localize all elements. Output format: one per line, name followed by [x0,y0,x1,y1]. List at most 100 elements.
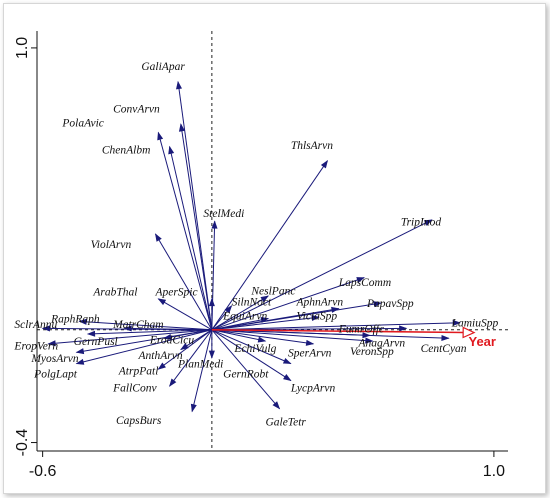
arrow-fallconv-shaft [169,329,213,387]
label-matrcham: MatrCham [112,319,163,331]
arrow-lamiuspp-shaft [211,322,461,331]
label-anagarvn: AnagArvn [358,337,406,349]
axes: -0.6 1.0 1.0 -0.4 [14,31,508,480]
arrow-tripinod-head [423,219,433,226]
year-arrow-head [462,326,476,339]
arrow-gernrobt-shaft [211,329,292,365]
arrow-eropvern-shaft [48,329,212,345]
arrow-papavspp-shaft [211,302,382,331]
arrow-sperarvn-head [305,339,315,346]
arrow-capsburs-head [190,403,197,413]
label-gernpusl: GernPusl [74,336,118,348]
arrow-gernrobt-head [282,357,292,364]
arrow-tripinod-shaft [211,219,433,331]
arrow-viciaspp-head [311,314,320,321]
label-violarvn: ViolArvn [91,239,132,251]
year-label: Year [469,334,496,349]
arrow-centcyan-head [441,334,450,342]
arrow-lapscomm-head [356,277,365,283]
label-raphraph: RaphRaph [50,314,100,326]
arrow-viciaspp-shaft [211,316,320,331]
arrow-planmedi-head [208,350,215,359]
species-labels: GaliApar ConvArvn PolaAvic ChenAlbm ThlsArvn… [13,61,498,428]
arrow-polglapt-shaft [76,329,212,365]
label-thlsarvn: ThlsArvn [291,140,333,152]
label-eropvern: EropVern [13,340,58,352]
arrow-silnnoct-head [224,305,233,314]
arrow-gernpusl-head [86,330,96,337]
x-tick-label-1-0: 1.0 [483,463,505,480]
arrow-galetetr-head [272,401,281,410]
arrow-arabthal-shaft [158,298,213,331]
arrow-thlsarvn-head [320,159,328,169]
label-sclrannu: SclrAnnu [14,319,57,331]
y-tick-label-1-0: 1.0 [14,37,31,59]
arrow-matrcham-shaft [124,327,212,331]
label-echivulg: EchiVulg [233,343,276,355]
arrow-stelmedi-head [211,220,218,229]
label-neslpanc: NeslPanc [250,285,295,297]
label-erodcicu: ErodCicu [149,335,195,347]
x-tick-label--0-6: -0.6 [29,463,57,480]
arrow-galiapar-shaft [177,81,213,330]
label-fallconv: FallConv [112,383,157,395]
label-centcyan: CentCyan [421,343,467,355]
species-arrows [41,80,461,413]
arrow-gernpusl-shaft [87,329,212,335]
arrow-galiapar-head [176,80,183,90]
arrow-arabthal-head [157,298,167,306]
biplot-chart: Year -0.6 1.0 1.0 -0.4 GaliApar ConvArvn Pola… [13,31,508,480]
label-viciaspp: ViciaSpp [296,311,337,323]
arrow-eropvern-head [47,340,56,347]
arrow-violarvn-shaft [155,233,213,331]
arrow-veronspp-head [365,337,374,344]
label-equiarvn: EquiArvn [222,311,267,323]
arrow-raphraph-head [78,318,87,325]
chart-frame: Year -0.6 1.0 1.0 -0.4 GaliApar ConvArvn Pola… [3,3,546,494]
label-polglapt: PolgLapt [33,368,78,380]
arrow-veronspp-shaft [211,329,373,342]
arrow-neslpanc-head [260,295,270,303]
arrow-atrppatl-shaft [157,329,213,370]
arrow-papavspp-head [373,301,382,308]
label-lapscomm: LapsComm [338,277,391,289]
label-capsburs: CapsBurs [116,415,162,427]
arrow-echivulg-head [257,336,267,343]
arrow-lycparvn-head [283,374,292,381]
arrow-lycparvn-shaft [211,329,292,381]
arrow-aperspic-head [208,297,215,307]
label-stelmedi: StelMedi [203,208,244,220]
arrow-convarvn-shaft [180,123,213,330]
label-galiapar: GaliApar [141,61,185,73]
arrow-centcyan-shaft [211,329,449,339]
label-planmedi: PlanMedi [177,359,223,371]
arrow-capsburs-shaft [191,329,213,412]
label-aperspic: AperSpic [154,287,197,299]
arrow-myosarvn-shaft [76,329,212,353]
label-galetetr: GaleTetr [265,416,306,428]
label-papavspp: PapavSpp [366,298,414,310]
label-antharvn: AnthArvn [138,350,183,362]
label-arabthal: ArabThal [92,287,137,299]
arrow-chenalbm-head [168,145,175,155]
arrow-sperarvn-shaft [211,329,314,345]
label-myosarvn: MyosArvn [30,353,79,365]
year-arrow-shaft [211,328,464,334]
arrow-galetetr-shaft [211,329,280,410]
label-convarvn: ConvArvn [113,104,160,116]
arrow-matrcham-head [123,325,132,332]
arrow-echivulg-shaft [211,329,266,342]
label-lycparvn: LycpArvn [290,383,336,395]
arrow-raphraph-shaft [79,320,212,331]
year-arrow-group: Year [211,326,496,349]
label-atrppatl: AtrpPatl [118,366,159,378]
arrow-polaavic-head [157,131,164,141]
arrow-lamiuspp-head [452,319,461,326]
label-gernrobt: GernRobt [223,368,269,380]
label-lamiuspp: LamiuSpp [451,318,499,330]
arrow-violarvn-head [155,233,162,242]
label-tripinod: TripInod [401,216,442,228]
arrow-atrppatl-head [157,362,166,370]
arrow-thlsarvn-shaft [211,160,328,331]
arrow-chenalbm-shaft [169,146,213,330]
